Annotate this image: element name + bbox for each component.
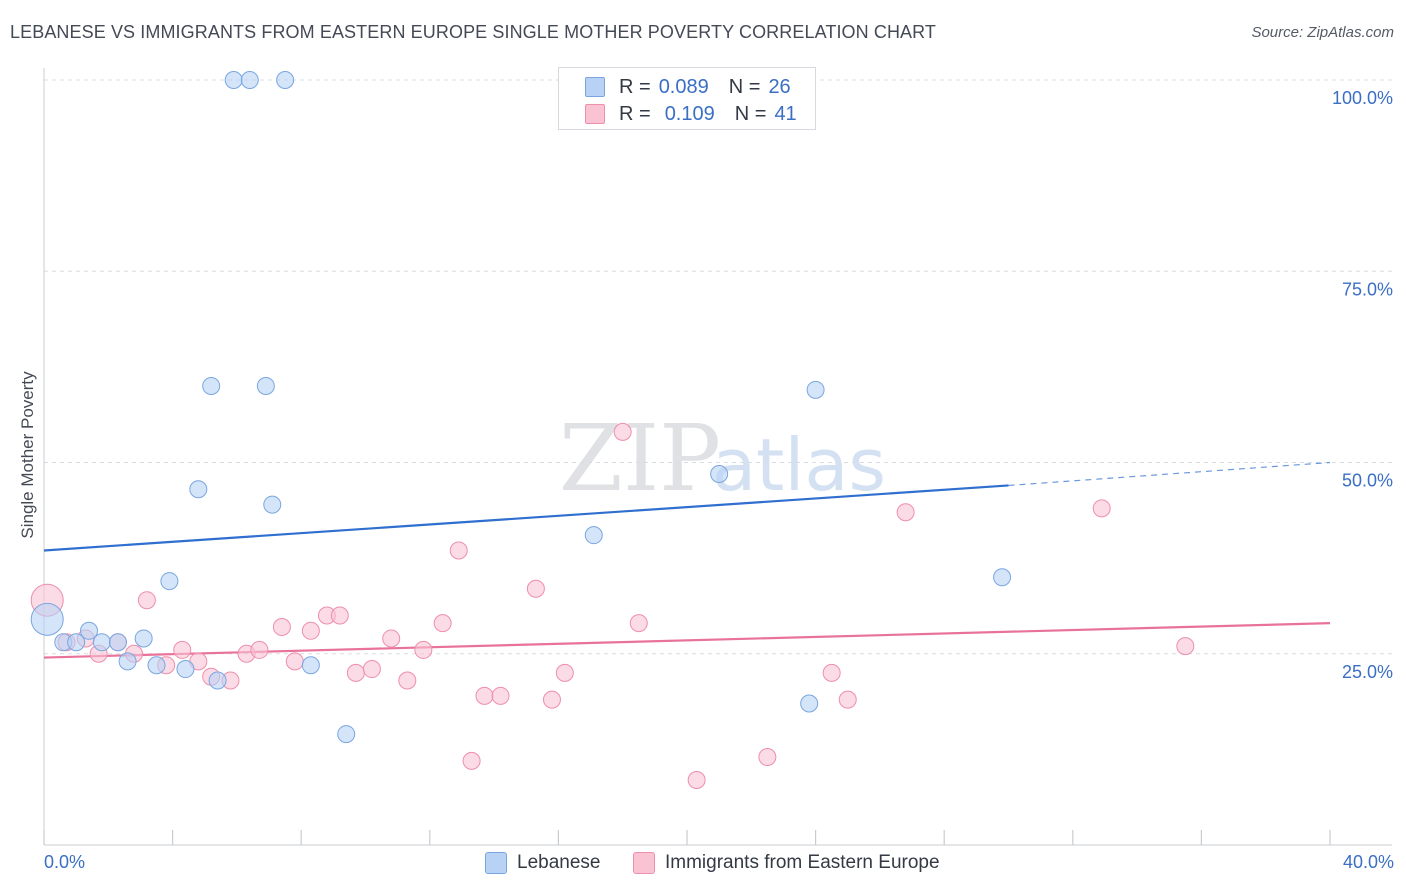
- point-eastern-europe: [613, 422, 632, 441]
- point-eastern-europe: [475, 686, 494, 705]
- point-lebanese: [147, 656, 166, 675]
- point-lebanese: [208, 671, 227, 690]
- point-lebanese: [176, 660, 195, 679]
- point-lebanese: [202, 377, 221, 395]
- r-value: 0.089: [658, 75, 709, 98]
- point-eastern-europe: [173, 640, 192, 659]
- point-eastern-europe: [491, 686, 510, 705]
- point-eastern-europe: [285, 652, 304, 671]
- n-label: N =: [728, 75, 761, 98]
- y-tick-label: 100.0%: [1332, 88, 1393, 108]
- legend-label-lebanese: Lebanese: [517, 852, 601, 873]
- correlation-legend: R = 0.089 N = 26 R = 0.109 N = 41: [558, 67, 816, 130]
- r-label: R =: [619, 102, 651, 125]
- point-eastern-europe: [896, 503, 915, 522]
- legend-swatch-pink: [585, 104, 605, 124]
- source-label: Source: ZipAtlas.com: [1251, 24, 1394, 41]
- point-eastern-europe: [822, 663, 841, 682]
- point-lebanese: [337, 725, 356, 744]
- point-eastern-europe: [398, 671, 417, 690]
- point-lebanese: [92, 633, 111, 652]
- r-label: R =: [619, 75, 651, 98]
- legend-row-eastern-europe: R = 0.109 N = 41: [585, 102, 797, 126]
- trend-line-lebanese-extension: [1008, 461, 1331, 487]
- point-lebanese: [134, 629, 153, 648]
- point-eastern-europe: [838, 690, 857, 709]
- point-lebanese: [800, 694, 819, 713]
- point-eastern-europe: [272, 617, 291, 636]
- y-tick-label: 75.0%: [1342, 279, 1393, 299]
- point-eastern-europe: [301, 621, 320, 640]
- point-eastern-europe: [449, 541, 468, 560]
- point-eastern-europe: [1176, 637, 1195, 656]
- point-lebanese: [160, 572, 179, 591]
- point-eastern-europe: [433, 614, 452, 633]
- point-eastern-europe: [555, 663, 574, 682]
- y-tick-labels: 25.0% 50.0% 75.0% 100.0%: [1332, 88, 1393, 682]
- legend-item-lebanese[interactable]: Lebanese: [485, 852, 600, 874]
- point-eastern-europe: [137, 591, 156, 610]
- point-eastern-europe: [758, 748, 777, 767]
- point-eastern-europe: [346, 663, 365, 682]
- point-lebanese: [67, 633, 86, 652]
- point-lebanese: [710, 464, 729, 483]
- point-eastern-europe: [542, 690, 561, 709]
- watermark-zip: ZIP: [559, 405, 721, 512]
- point-eastern-europe: [250, 640, 269, 659]
- n-value: 41: [774, 102, 797, 125]
- legend-label-eastern-europe: Immigrants from Eastern Europe: [665, 852, 940, 873]
- point-lebanese: [189, 480, 208, 499]
- point-eastern-europe: [462, 751, 481, 770]
- y-tick-label: 25.0%: [1342, 662, 1393, 682]
- series-legend: Lebanese Immigrants from Eastern Europe: [0, 852, 1406, 878]
- point-eastern-europe: [330, 606, 349, 625]
- point-lebanese: [30, 602, 64, 636]
- r-value: 0.109: [664, 102, 715, 125]
- legend-swatch-blue: [585, 77, 605, 97]
- point-lebanese: [276, 71, 295, 89]
- legend-item-eastern-europe[interactable]: Immigrants from Eastern Europe: [633, 852, 940, 874]
- point-lebanese: [301, 656, 320, 675]
- point-lebanese: [256, 377, 275, 395]
- n-value: 26: [768, 75, 791, 98]
- point-eastern-europe: [362, 660, 381, 679]
- point-lebanese: [118, 652, 137, 671]
- x-tick-label-min: 0.0%: [44, 852, 86, 872]
- legend-swatch-pink: [633, 852, 655, 874]
- chart-title: LEBANESE VS IMMIGRANTS FROM EASTERN EURO…: [10, 22, 937, 42]
- point-lebanese: [263, 495, 282, 514]
- gridlines: [44, 79, 1392, 655]
- point-eastern-europe: [687, 770, 706, 789]
- point-lebanese: [224, 71, 243, 89]
- point-lebanese: [240, 71, 259, 89]
- data-points: [30, 71, 1195, 789]
- point-lebanese: [806, 380, 825, 399]
- point-eastern-europe: [382, 629, 401, 648]
- legend-row-lebanese: R = 0.089 N = 26: [585, 75, 791, 99]
- point-lebanese: [80, 621, 99, 640]
- point-lebanese: [993, 568, 1012, 587]
- point-eastern-europe: [629, 614, 648, 633]
- point-eastern-europe: [526, 579, 545, 598]
- n-label: N =: [734, 102, 767, 125]
- point-lebanese: [584, 526, 603, 545]
- legend-swatch-blue: [485, 852, 507, 874]
- point-eastern-europe: [414, 640, 433, 659]
- y-tick-label: 50.0%: [1342, 471, 1393, 491]
- watermark-atlas: atlas: [712, 423, 886, 507]
- x-tick-label-max: 40.0%: [1342, 852, 1394, 872]
- axes: [43, 68, 1392, 846]
- trend-line-lebanese: [43, 484, 1009, 552]
- point-lebanese: [108, 633, 127, 652]
- trend-line-eastern-europe: [43, 622, 1331, 659]
- point-eastern-europe: [1092, 499, 1111, 518]
